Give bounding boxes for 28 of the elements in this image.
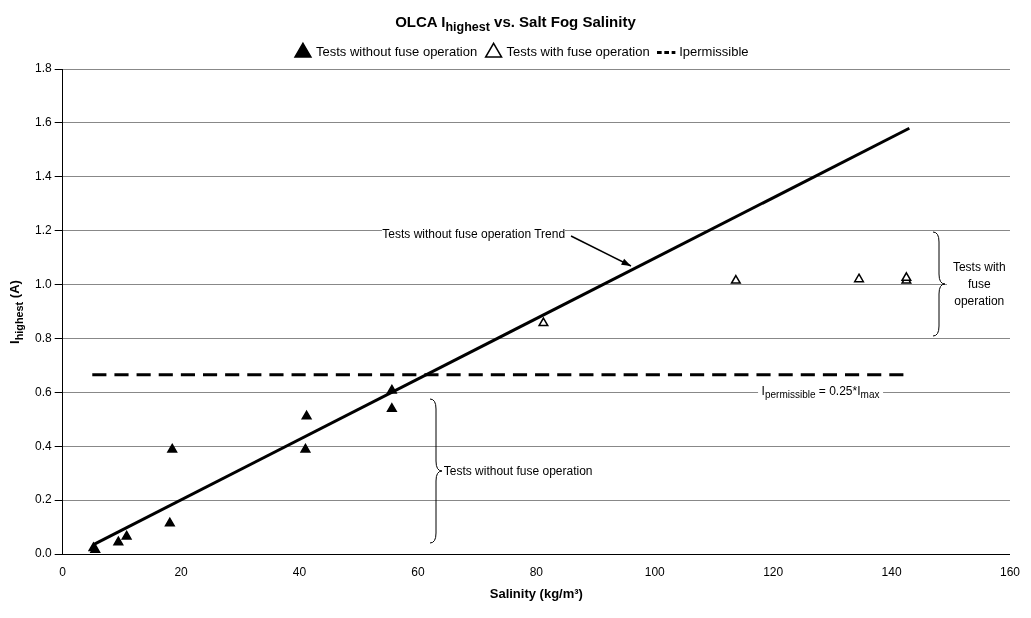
- y-tick-label: 1.6: [34, 115, 52, 130]
- x-tick-label: 100: [644, 564, 666, 579]
- legend-label: Tests with fuse operation: [506, 44, 650, 60]
- legend-label: Ipermissible: [679, 44, 749, 60]
- x-tick-label: 20: [174, 564, 189, 579]
- x-tick-label: 40: [292, 564, 307, 579]
- x-axis-title: Salinity (kg/m³): [489, 585, 583, 601]
- y-tick-label: 1.8: [34, 61, 52, 76]
- annotation: Tests with fuse operation: [947, 258, 1012, 310]
- annotation: Tests without fuse operation: [443, 462, 593, 480]
- y-tick-label: 1.4: [34, 169, 52, 184]
- x-tick-label: 160: [999, 564, 1021, 579]
- x-tick-label: 80: [529, 564, 544, 579]
- annotation: I$_{permissible}$ = 0.25*I$_{max}$: [757, 384, 884, 401]
- x-tick-label: 60: [411, 564, 425, 579]
- y-tick-label: 0.4: [34, 438, 52, 453]
- y-tick-label: 1.0: [34, 276, 52, 291]
- legend-label: Tests without fuse operation: [315, 44, 478, 60]
- chart-title: OLCA I$_{highest}$ vs. Salt Fog Salinity: [394, 12, 637, 36]
- y-tick-label: 0.8: [34, 330, 52, 345]
- y-tick-label: 0.2: [34, 492, 52, 507]
- x-tick-label: 0: [59, 564, 67, 579]
- x-tick-label: 140: [881, 564, 902, 579]
- y-tick-label: 0.0: [34, 546, 52, 561]
- x-tick-label: 120: [763, 564, 784, 579]
- y-tick-label: 0.6: [34, 384, 52, 399]
- y-tick-label: 1.2: [34, 222, 52, 237]
- annotation: Tests without fuse operation Trend: [382, 226, 566, 241]
